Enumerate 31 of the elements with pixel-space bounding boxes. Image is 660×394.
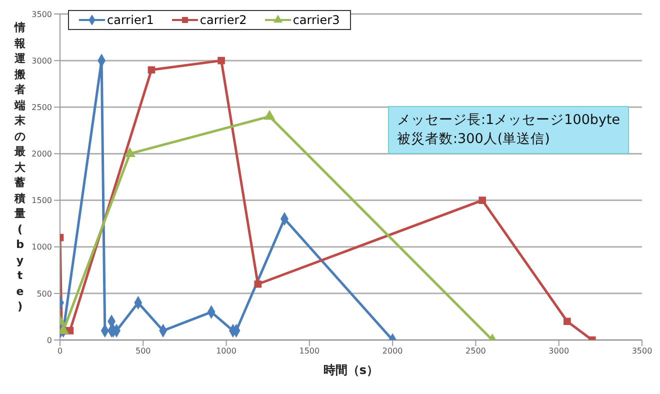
x-axis-title: 時間（s）	[323, 363, 379, 377]
x-tick-label: 1500	[299, 346, 320, 356]
x-tick-label: 3000	[548, 346, 570, 356]
y-tick-label: 500	[36, 289, 52, 298]
y-tick-label: 3500	[32, 10, 52, 19]
x-tick-label: 1000	[216, 346, 236, 356]
point	[478, 196, 486, 204]
y-tick-label: 1500	[32, 196, 52, 206]
point	[148, 66, 156, 74]
point	[218, 56, 225, 64]
legend-label: carrier1	[106, 13, 154, 27]
x-tick-label: 2000	[382, 346, 403, 356]
y-tick-label: 3000	[32, 56, 52, 66]
y-tick-label: 2500	[32, 102, 52, 112]
x-tick-label: 2500	[466, 346, 486, 356]
point	[124, 148, 136, 157]
legend-label: carrier3	[292, 13, 340, 27]
x-tick-label: 3500	[632, 346, 652, 356]
x-tick-label: 500	[136, 346, 151, 356]
y-tick-label: 0	[46, 336, 52, 345]
point	[564, 318, 571, 326]
point	[254, 280, 262, 288]
legend-label: carrier2	[198, 13, 247, 27]
annotation: メッセージ長:1メッセージ100byte	[397, 111, 620, 130]
y-tick-label: 2000	[32, 150, 52, 159]
annotation: 被災者数:300人(単送信)	[397, 130, 551, 149]
point	[264, 110, 275, 120]
text: 情報運搬者端末の最大蓄積量(byte)	[14, 21, 26, 313]
y-tick-label: 1000	[32, 242, 52, 252]
point	[60, 324, 69, 334]
x-tick-label: 0	[57, 346, 63, 356]
